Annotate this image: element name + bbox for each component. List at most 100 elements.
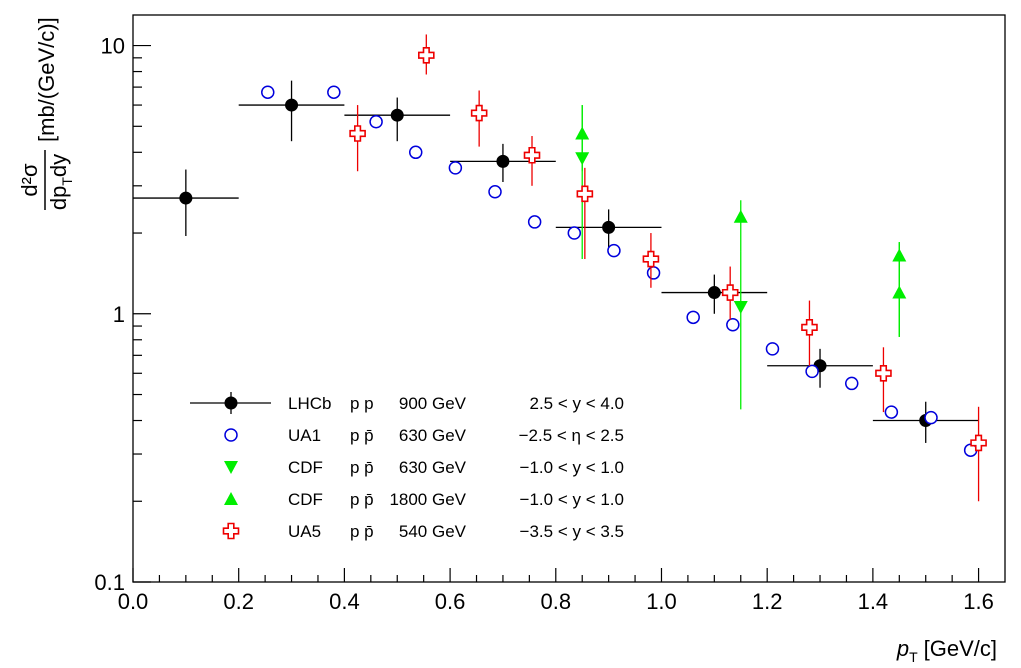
x-axis-title: pT [GeV/c] [896,636,997,665]
legend-range: −1.0 < y < 1.0 [520,458,624,477]
legend-energy: 540 GeV [399,522,467,541]
legend-experiment: UA5 [288,522,321,541]
legend-entry: CDF p p̄ 630 GeV −1.0 < y < 1.0 [224,458,624,477]
y-tick-label: 10 [101,34,125,59]
data-point [390,108,404,122]
svg-text:dpTdy: dpTdy [46,154,75,210]
y-title-numerator: d²σ [17,163,42,197]
legend: LHCb p p 900 GeV 2.5 < y < 4.0 UA1 p p̄ 630 Ge… [190,392,624,541]
legend-experiment: CDF [288,458,323,477]
x-tick-label: 1.0 [646,589,677,614]
x-tick-label: 1.6 [963,589,994,614]
x-tick-label: 1.2 [752,589,783,614]
legend-experiment: UA1 [288,426,321,445]
legend-beam: p p̄ [350,522,374,541]
legend-experiment: LHCb [288,394,331,413]
data-point [488,185,502,199]
y-tick-label: 1 [113,302,125,327]
legend-range: 2.5 < y < 4.0 [529,394,624,413]
legend-marker [224,396,238,410]
data-point [801,319,818,336]
series-cdf-3 [575,105,907,337]
data-point [721,284,739,301]
legend-marker [224,461,238,474]
legend-marker [222,522,240,540]
plot-frame [132,14,1006,583]
data-point [765,342,780,356]
y-title-denominator-sub: T [59,177,75,186]
data-points [133,34,987,502]
data-point [733,209,748,223]
data-point [646,266,661,280]
legend-beam: p p̄ [350,458,374,477]
legend-energy: 900 GeV [399,394,467,413]
x-tick-label: 1.4 [858,589,889,614]
data-point [285,98,299,112]
y-axis-title: d²σ dpTdy [mb/(GeV/c)] [17,17,75,210]
data-point [327,85,341,99]
axes: 0.0 0.2 0.4 0.6 0.8 1.0 1.2 1.4 1.6 0.1 1 10 [94,14,1006,614]
data-point [523,146,541,164]
svg-text:d²σ: d²σ [17,163,42,197]
legend-range: −2.5 < η < 2.5 [519,426,624,445]
legend-entry: UA5 p p̄ 540 GeV −3.5 < y < 3.5 [222,522,624,541]
data-point [875,364,892,382]
series-lhcb-0 [133,80,979,443]
data-point [805,364,819,379]
data-point [527,215,542,229]
legend-beam: p p̄ [350,426,374,445]
data-point [707,286,721,300]
svg-text:[mb/(GeV/c)]: [mb/(GeV/c)] [34,17,59,142]
x-tick-label: 0.2 [223,589,254,614]
x-tick-label: 0.8 [540,589,571,614]
legend-range: −3.5 < y < 3.5 [520,522,624,541]
data-point [576,185,594,203]
data-point [567,226,582,240]
data-point [970,434,987,452]
data-point [686,310,700,325]
data-point [607,243,621,258]
legend-entry: LHCb p p 900 GeV 2.5 < y < 4.0 [190,392,624,414]
legend-energy: 1800 GeV [389,490,466,509]
data-point [726,318,740,332]
y-title-unit: [mb/(GeV/c)] [34,17,59,142]
series-ua5-4 [349,34,987,502]
x-title-unit: [GeV/c] [924,636,997,661]
data-point [418,46,435,64]
x-tick-label: 0.0 [118,589,149,614]
legend-marker [224,492,238,505]
y-title-denominator-p: dp [46,186,71,210]
legend-range: −1.0 < y < 1.0 [520,490,624,509]
y-tick-label: 0.1 [94,570,125,595]
x-title-sub: T [909,649,918,665]
legend-beam: p p [350,394,374,413]
data-point [179,191,193,205]
data-point [924,410,938,425]
data-point [602,220,616,234]
legend-energy: 630 GeV [399,458,467,477]
data-point [844,376,859,391]
data-point [496,154,510,168]
data-point [261,85,275,99]
data-point [892,285,907,299]
data-point [408,145,423,160]
data-point [575,126,590,140]
data-point [642,250,660,268]
legend-energy: 630 GeV [399,426,467,445]
x-tick-label: 0.4 [329,589,360,614]
legend-entry: CDF p p̄ 1800 GeV −1.0 < y < 1.0 [224,490,624,509]
data-point [349,125,366,142]
data-point [369,114,383,129]
data-point [448,161,463,175]
legend-entry: UA1 p p̄ 630 GeV −2.5 < η < 2.5 [224,426,624,445]
series-cdf-2 [575,105,748,410]
legend-experiment: CDF [288,490,323,509]
data-point [733,300,748,314]
y-title-denominator-rest: dy [46,154,71,177]
data-point [884,405,899,419]
legend-beam: p p̄ [350,490,374,509]
series-ua1-1 [261,85,978,457]
data-point [470,104,488,122]
x-tick-label: 0.6 [435,589,466,614]
